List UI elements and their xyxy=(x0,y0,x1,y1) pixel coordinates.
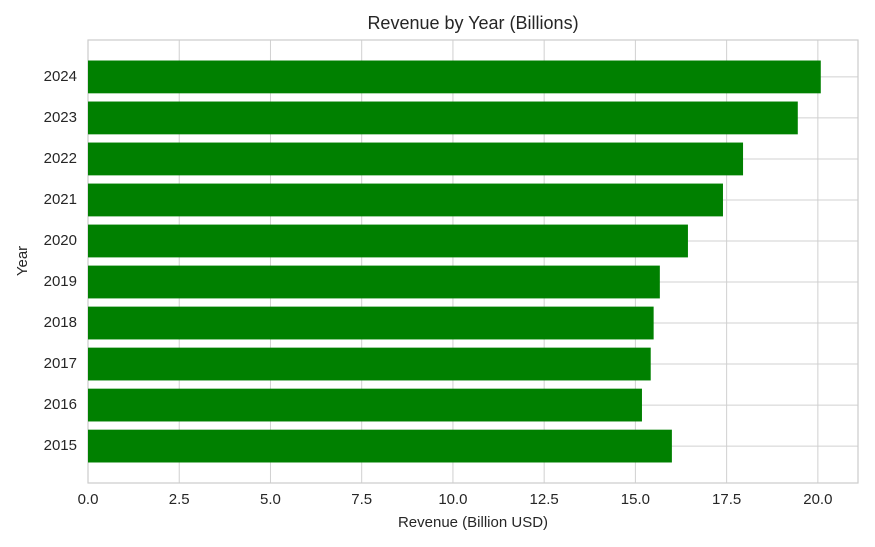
x-tick-label: 12.5 xyxy=(530,491,559,508)
bar xyxy=(88,142,744,176)
y-tick-label: 2020 xyxy=(44,232,77,249)
y-tick-label: 2019 xyxy=(44,273,77,290)
bar xyxy=(88,388,642,422)
chart-title: Revenue by Year (Billions) xyxy=(367,13,578,33)
y-tick-label: 2017 xyxy=(44,355,77,372)
bar xyxy=(88,60,821,94)
x-tick-label: 7.5 xyxy=(351,491,372,508)
y-axis-label: Year xyxy=(14,246,31,276)
bar xyxy=(88,347,651,381)
y-tick-label: 2022 xyxy=(44,150,77,167)
y-tick-label: 2024 xyxy=(44,68,77,85)
bar xyxy=(88,183,723,217)
y-tick-label: 2016 xyxy=(44,396,77,413)
bar xyxy=(88,101,798,135)
x-tick-label: 2.5 xyxy=(169,491,190,508)
y-tick-label: 2021 xyxy=(44,191,77,208)
y-tick-label: 2023 xyxy=(44,109,77,126)
x-tick-label: 15.0 xyxy=(621,491,650,508)
bar xyxy=(88,265,660,299)
y-tick-label: 2015 xyxy=(44,437,77,454)
plot-frame xyxy=(87,39,859,484)
bar xyxy=(88,224,688,258)
x-tick-label: 20.0 xyxy=(803,491,832,508)
x-tick-label: 17.5 xyxy=(712,491,741,508)
x-tick-label: 10.0 xyxy=(438,491,467,508)
x-tick-label: 5.0 xyxy=(260,491,281,508)
bar xyxy=(88,306,654,340)
x-axis-label: Revenue (Billion USD) xyxy=(398,514,548,531)
bar xyxy=(88,429,672,463)
x-tick-label: 0.0 xyxy=(78,491,99,508)
y-tick-label: 2018 xyxy=(44,314,77,331)
